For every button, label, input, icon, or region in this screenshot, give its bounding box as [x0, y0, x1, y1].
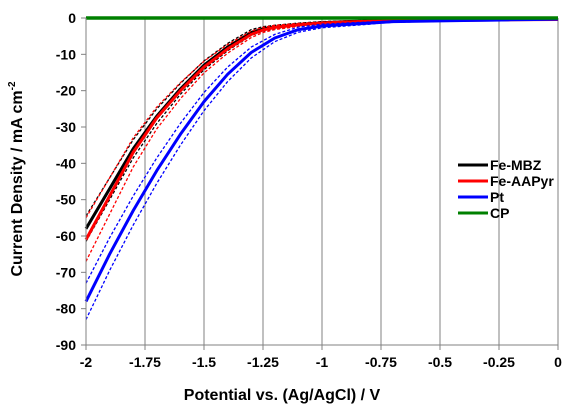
y-tick-label-8: -80	[56, 301, 76, 317]
x-tick-label-7: -0.25	[483, 354, 515, 370]
x-tick-label-5: -0.75	[365, 354, 397, 370]
y-tick-labels: 0 -10 -20 -30 -40 -50 -60 -70 -80 -90	[56, 10, 76, 353]
legend-label-2: Pt	[490, 189, 504, 205]
series-lines	[84, 16, 559, 320]
legend-label-3: CP	[490, 205, 509, 221]
y-tick-label-5: -50	[56, 192, 76, 208]
y-axis-title: Current Density / mA cm-2	[7, 81, 26, 276]
y-tick-label-9: -90	[56, 337, 76, 353]
x-tick-label-8: 0	[554, 354, 562, 370]
x-axis-title: Potential vs. (Ag/AgCl) / V	[184, 387, 381, 404]
legend-label-0: Fe-MBZ	[490, 157, 542, 173]
y-axis-title-main: Current Density / mA cm	[9, 90, 26, 276]
y-axis-title-superscript: -2	[7, 81, 18, 90]
x-tick-label-4: -1	[316, 354, 329, 370]
y-tick-label-6: -60	[56, 228, 76, 244]
grid-lines	[144, 18, 559, 345]
axes	[81, 17, 559, 350]
y-tick-label-4: -40	[56, 155, 76, 171]
legend-label-1: Fe-AAPyr	[490, 173, 554, 189]
series-pt	[84, 17, 559, 320]
y-tick-label-3: -30	[56, 119, 76, 135]
y-tick-label-2: -20	[56, 83, 76, 99]
x-tick-label-3: -1.25	[247, 354, 279, 370]
x-tick-label-1: -1.75	[129, 354, 161, 370]
y-tick-label-0: 0	[68, 10, 76, 26]
x-tick-label-6: -0.5	[428, 354, 452, 370]
x-tick-labels: -2 -1.75 -1.5 -1.25 -1 -0.75 -0.5 -0.25 0	[80, 354, 562, 370]
series-band-upper-2	[85, 18, 559, 284]
x-tick-label-0: -2	[80, 354, 93, 370]
series-line-2	[84, 17, 559, 303]
x-tick-label-2: -1.5	[192, 354, 216, 370]
y-tick-label-1: -10	[56, 46, 76, 62]
y-tick-label-7: -70	[56, 264, 76, 280]
